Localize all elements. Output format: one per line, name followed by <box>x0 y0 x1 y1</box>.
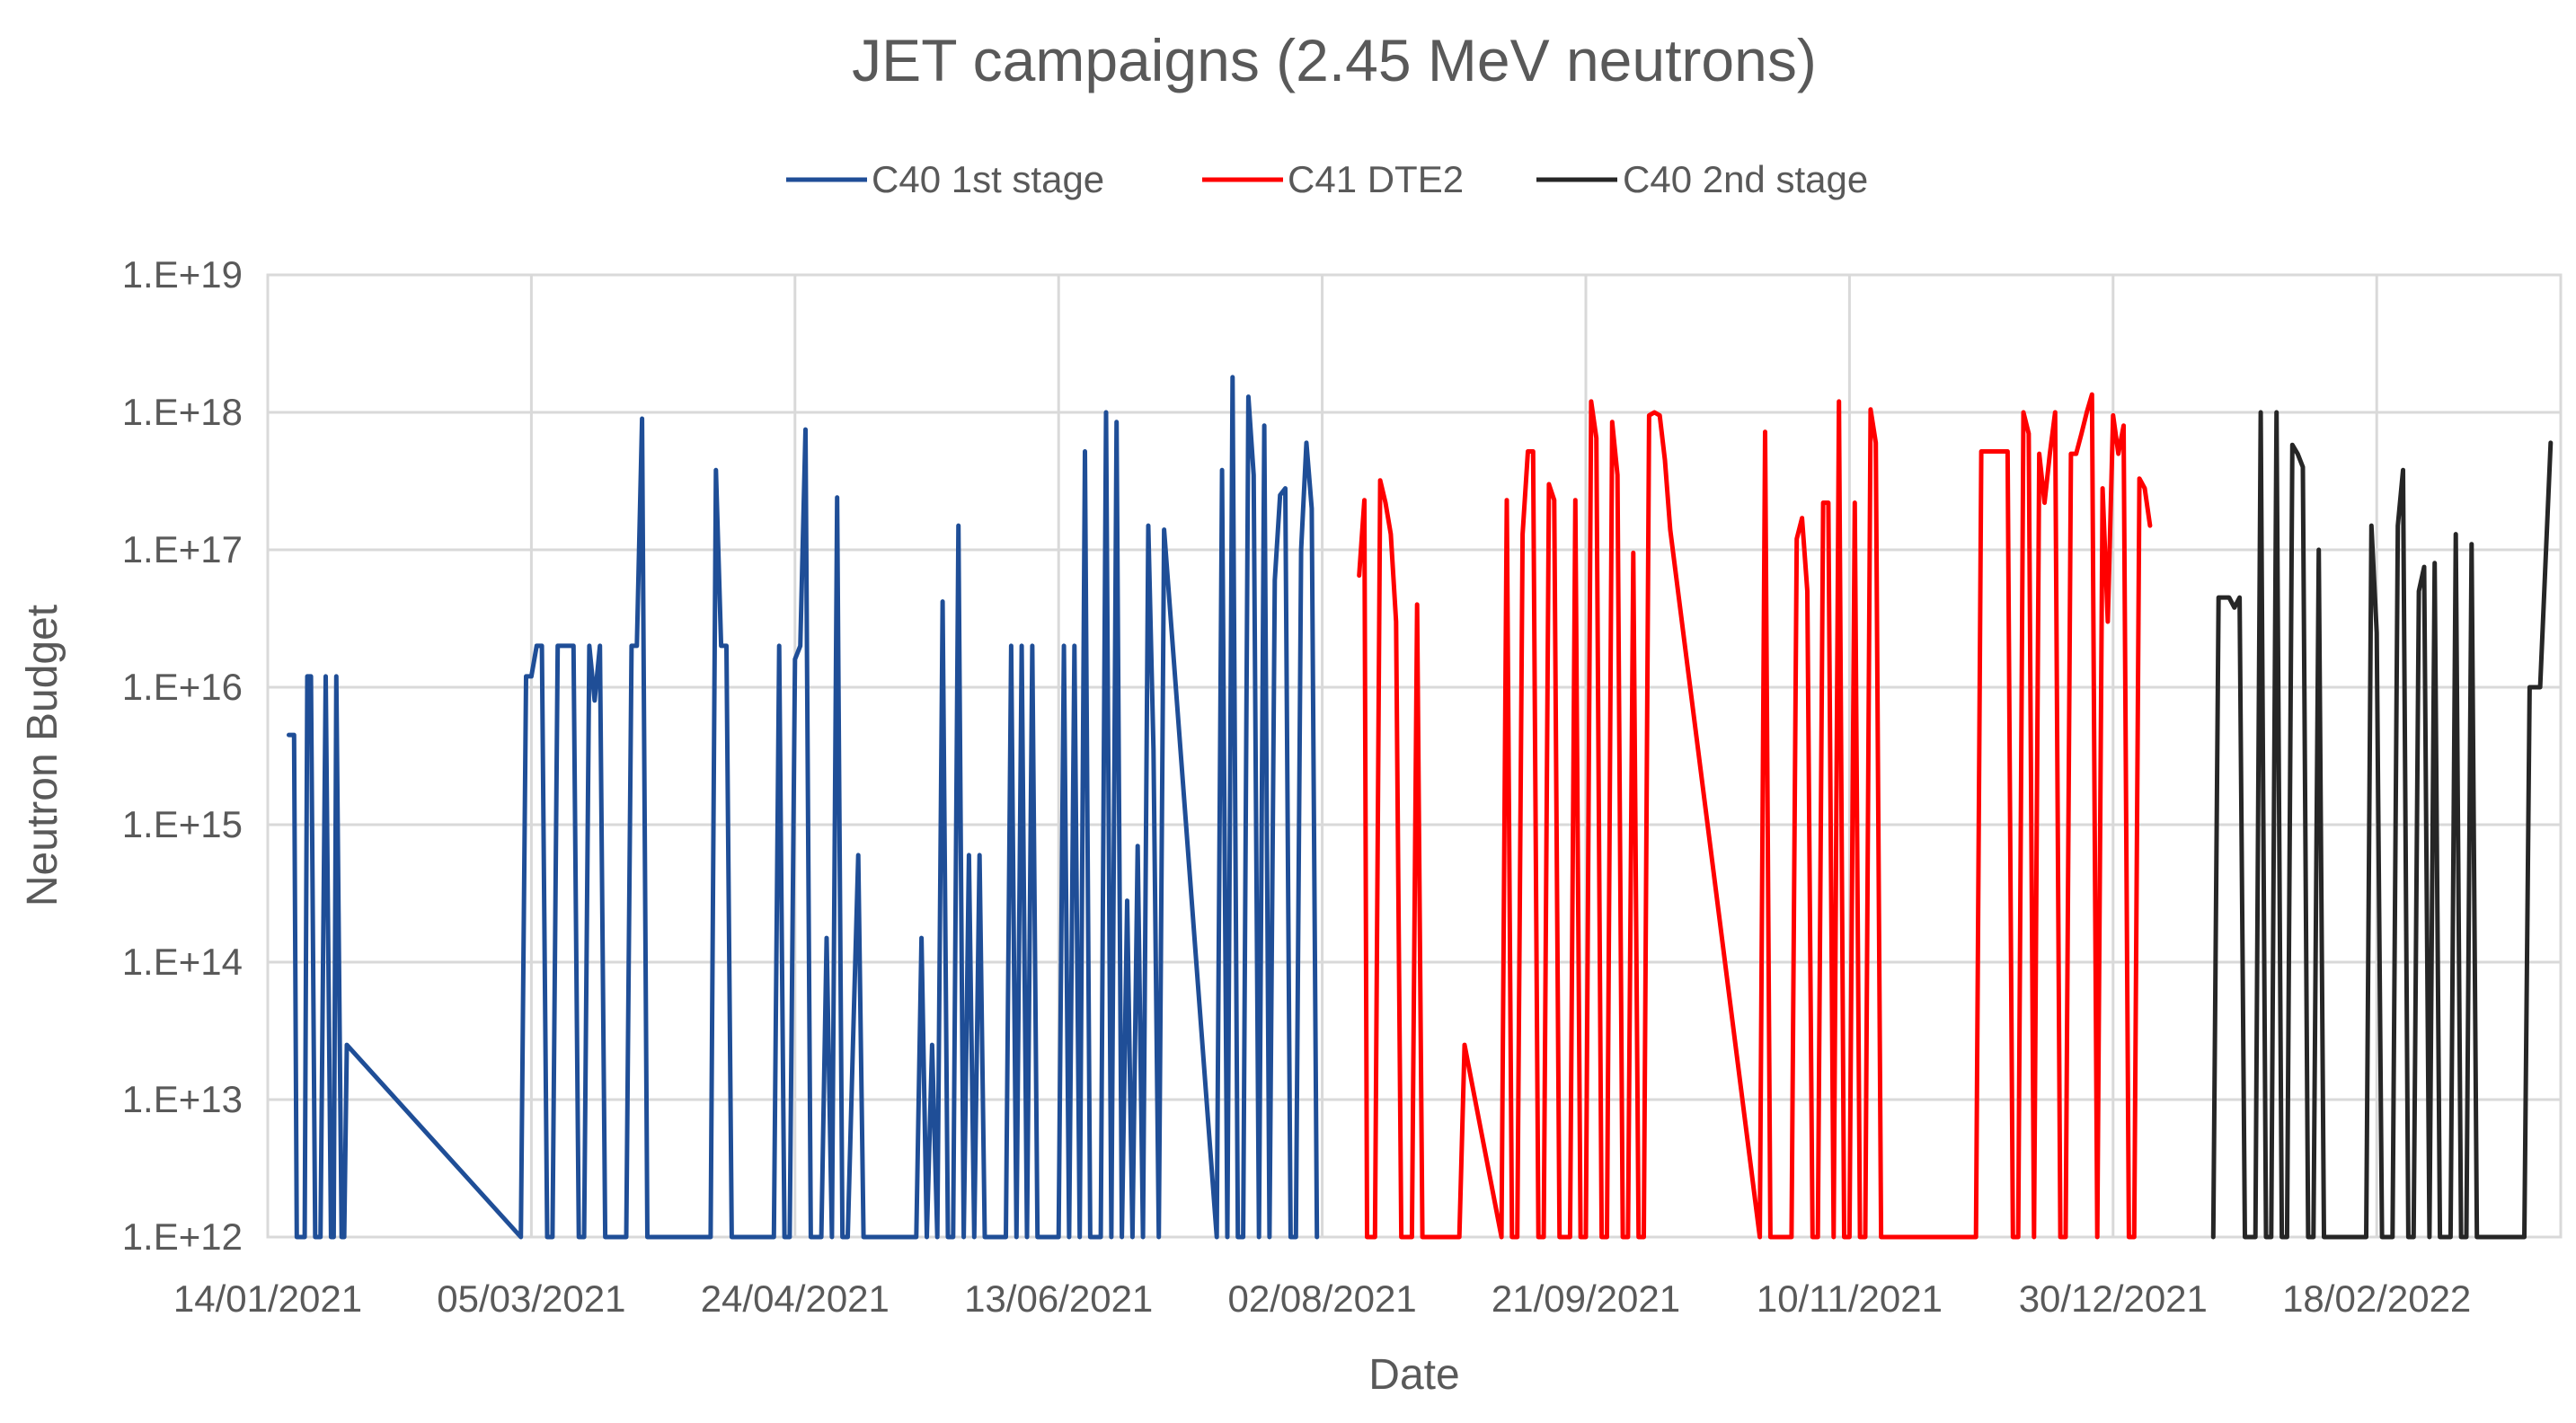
legend-entry-c41-dte2: C41 DTE2 <box>1202 158 1464 200</box>
series-line-c40-1st-stage <box>287 375 1320 1240</box>
x-tick-label: 18/02/2022 <box>2282 1277 2471 1320</box>
y-tick-label: 1.E+13 <box>122 1078 243 1120</box>
x-tick-label: 02/08/2021 <box>1227 1277 1416 1320</box>
series-line-c40-2nd-stage <box>2210 410 2554 1240</box>
x-tick-label: 13/06/2021 <box>964 1277 1153 1320</box>
legend-entry-c40-2nd-stage: C40 2nd stage <box>1536 158 1868 200</box>
series-layer <box>287 375 2554 1240</box>
y-tick-label: 1.E+18 <box>122 391 243 433</box>
x-axis-ticks: 14/01/2021 05/03/2021 24/04/2021 13/06/2021… <box>173 1277 2471 1320</box>
plot-area <box>266 273 2563 1240</box>
legend-label-c41-dte2: C41 DTE2 <box>1288 158 1464 200</box>
x-tick-label: 05/03/2021 <box>437 1277 625 1320</box>
x-axis-title: Date <box>1368 1351 1459 1399</box>
y-axis-title: Neutron Budget <box>19 605 66 906</box>
chart-title: JET campaigns (2.45 MeV neutrons) <box>852 27 1817 93</box>
plot-frame <box>266 273 2563 1239</box>
x-tick-label: 21/09/2021 <box>1492 1277 1680 1320</box>
x-tick-label: 10/11/2021 <box>1757 1277 1943 1320</box>
y-tick-label: 1.E+15 <box>122 803 243 845</box>
series-line-c41-dte2 <box>1357 392 2153 1240</box>
y-tick-label: 1.E+16 <box>122 666 243 708</box>
y-tick-label: 1.E+19 <box>122 253 243 296</box>
x-tick-label: 30/12/2021 <box>2019 1277 2208 1320</box>
legend-label-c40-2nd-stage: C40 2nd stage <box>1623 158 1868 200</box>
x-tick-label: 24/04/2021 <box>701 1277 890 1320</box>
legend: C40 1st stage C41 DTE2 C40 2nd stage <box>786 158 1868 200</box>
y-tick-label: 1.E+12 <box>122 1215 243 1258</box>
legend-entry-c40-1st-stage: C40 1st stage <box>786 158 1104 200</box>
legend-label-c40-1st-stage: C40 1st stage <box>872 158 1104 200</box>
x-tick-label: 14/01/2021 <box>173 1277 362 1320</box>
y-axis-ticks: 1.E+12 1.E+13 1.E+14 1.E+15 1.E+16 1.E+17 1.E+… <box>122 253 243 1258</box>
y-tick-label: 1.E+17 <box>122 528 243 570</box>
y-tick-label: 1.E+14 <box>122 941 243 983</box>
